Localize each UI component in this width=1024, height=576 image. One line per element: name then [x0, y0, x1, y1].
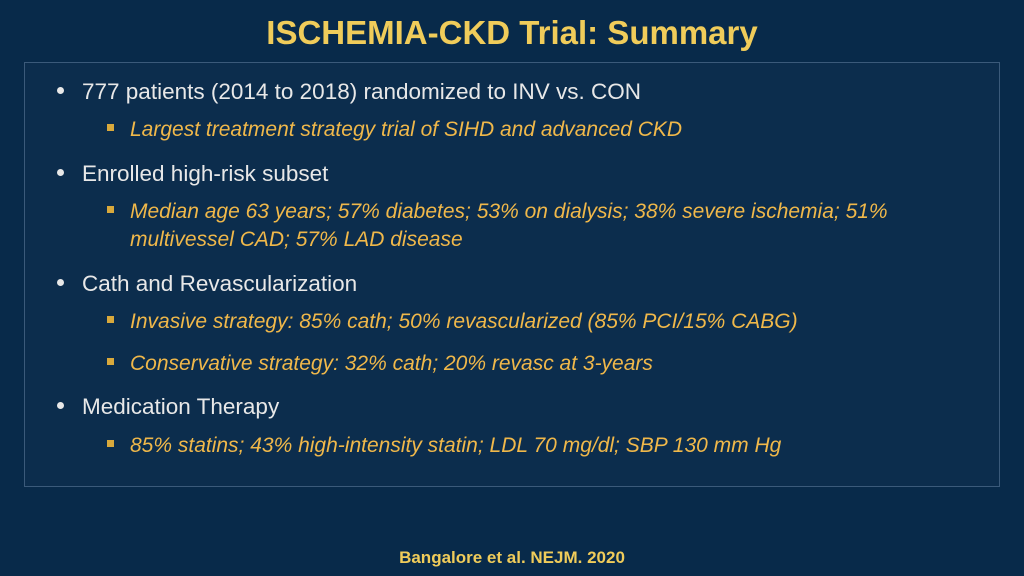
- sub-list: 85% statins; 43% high-intensity statin; …: [53, 432, 971, 460]
- bullet-square-icon: [107, 440, 114, 447]
- sub-item-text: Invasive strategy: 85% cath; 50% revascu…: [130, 308, 798, 336]
- sub-list: Invasive strategy: 85% cath; 50% revascu…: [53, 308, 971, 379]
- sub-item-text: Largest treatment strategy trial of SIHD…: [130, 116, 682, 144]
- main-item-text: Cath and Revascularization: [82, 269, 357, 298]
- sub-list: Largest treatment strategy trial of SIHD…: [53, 116, 971, 144]
- content-box: 777 patients (2014 to 2018) randomized t…: [24, 62, 1000, 487]
- list-item: Cath and Revascularization Invasive stra…: [53, 269, 971, 379]
- citation-text: Bangalore et al. NEJM. 2020: [0, 548, 1024, 568]
- sub-list-item: 85% statins; 43% high-intensity statin; …: [107, 432, 971, 460]
- list-item: 777 patients (2014 to 2018) randomized t…: [53, 77, 971, 145]
- sub-item-text: Median age 63 years; 57% diabetes; 53% o…: [130, 198, 950, 255]
- sub-list: Median age 63 years; 57% diabetes; 53% o…: [53, 198, 971, 255]
- main-item-text: Medication Therapy: [82, 392, 279, 421]
- sub-list-item: Median age 63 years; 57% diabetes; 53% o…: [107, 198, 971, 255]
- slide-title: ISCHEMIA-CKD Trial: Summary: [0, 0, 1024, 62]
- bullet-disc-icon: [57, 87, 64, 94]
- main-item-text: 777 patients (2014 to 2018) randomized t…: [82, 77, 641, 106]
- main-item-text: Enrolled high-risk subset: [82, 159, 328, 188]
- bullet-square-icon: [107, 316, 114, 323]
- sub-item-text: Conservative strategy: 32% cath; 20% rev…: [130, 350, 653, 378]
- bullet-square-icon: [107, 124, 114, 131]
- bullet-disc-icon: [57, 402, 64, 409]
- sub-list-item: Invasive strategy: 85% cath; 50% revascu…: [107, 308, 971, 336]
- sub-list-item: Largest treatment strategy trial of SIHD…: [107, 116, 971, 144]
- bullet-disc-icon: [57, 279, 64, 286]
- sub-item-text: 85% statins; 43% high-intensity statin; …: [130, 432, 781, 460]
- main-list: 777 patients (2014 to 2018) randomized t…: [53, 77, 971, 460]
- sub-list-item: Conservative strategy: 32% cath; 20% rev…: [107, 350, 971, 378]
- list-item: Enrolled high-risk subset Median age 63 …: [53, 159, 971, 255]
- bullet-disc-icon: [57, 169, 64, 176]
- bullet-square-icon: [107, 358, 114, 365]
- bullet-square-icon: [107, 206, 114, 213]
- list-item: Medication Therapy 85% statins; 43% high…: [53, 392, 971, 460]
